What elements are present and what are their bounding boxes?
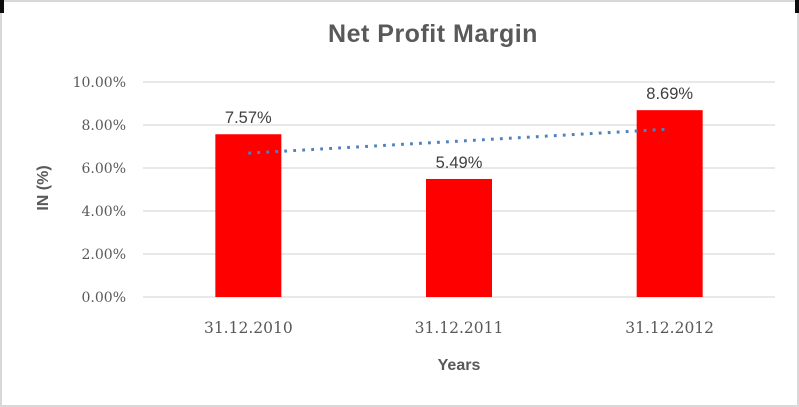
x-tick-label: 31.12.2011 <box>415 319 504 337</box>
chart-title: Net Profit Margin <box>328 20 538 48</box>
top-right-corner-mark <box>795 0 799 13</box>
y-tick-label: 8.00% <box>82 118 126 134</box>
bar-data-label: 5.49% <box>436 154 483 172</box>
y-tick-label: 4.00% <box>82 204 126 220</box>
bar <box>215 134 282 297</box>
bar <box>426 178 492 297</box>
x-tick-label: 31.12.2012 <box>625 319 714 337</box>
y-tick-label: 6.00% <box>82 161 126 177</box>
y-tick-label: 0.00% <box>82 290 126 306</box>
top-left-corner-mark <box>0 0 4 13</box>
trendline <box>248 127 670 155</box>
x-axis-title: Years <box>437 357 481 374</box>
bar <box>636 110 703 297</box>
bar-data-label: 7.57% <box>225 109 272 127</box>
y-tick-label: 10.00% <box>73 75 126 91</box>
x-tick-label: 31.12.2010 <box>204 319 293 337</box>
y-tick-label: 2.00% <box>82 247 126 263</box>
bar-data-label: 8.69% <box>646 85 693 103</box>
